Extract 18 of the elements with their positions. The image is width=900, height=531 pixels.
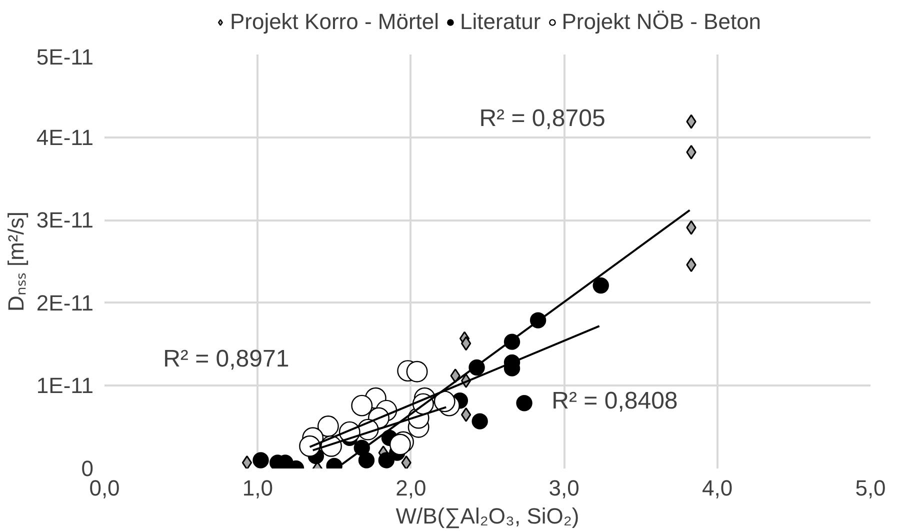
x-tick-label: 4,0 <box>702 476 733 500</box>
annotation: R² = 0,8705 <box>479 104 606 132</box>
legend-label: Literatur <box>460 9 541 35</box>
y-tick-label: 4E-11 <box>36 124 94 150</box>
x-tick-label: 2,0 <box>396 476 426 500</box>
x-axis-title: W/B(∑Al₂O₃, SiO₂) <box>396 504 580 528</box>
annotation: R² = 0,8971 <box>163 346 290 373</box>
x-tick-label: 1,0 <box>242 476 273 500</box>
x-tick-label: 5,0 <box>855 476 886 500</box>
legend-label: Projekt Korro - Mörtel <box>230 9 440 35</box>
y-tick-label: 3E-11 <box>36 208 94 233</box>
annotation: R² = 0,8408 <box>552 388 678 415</box>
y-tick-label: 5E-11 <box>36 44 94 70</box>
y-axis-title: Dₙₛₛ [m²/s] <box>3 211 28 312</box>
y-tick-label: 2E-11 <box>36 290 94 316</box>
legend-label: Projekt NÖB - Beton <box>562 9 762 35</box>
y-tick-label: 1E-11 <box>36 373 94 398</box>
x-tick-label: 3,0 <box>548 476 580 500</box>
